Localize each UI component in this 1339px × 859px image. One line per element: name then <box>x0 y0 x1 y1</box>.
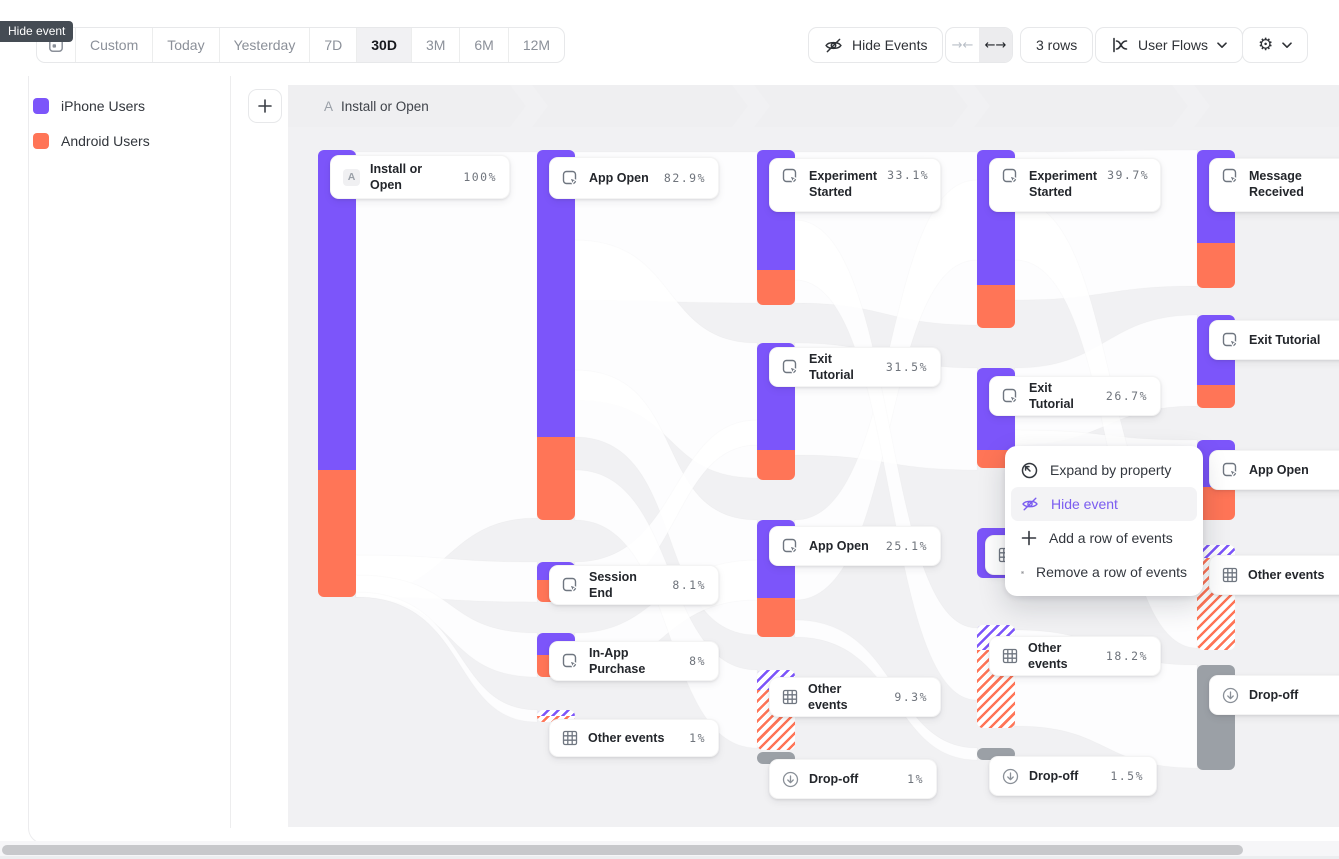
step-header-3 <box>754 85 968 127</box>
grid-icon <box>782 689 798 705</box>
step-header-install-or-open[interactable]: A Install or Open <box>288 85 526 127</box>
node-exit-tutorial[interactable]: Exit Tutorial 31.5% <box>769 347 941 387</box>
iphone-users-swatch <box>33 98 49 114</box>
context-menu: Expand by property Hide event Add a row … <box>1005 446 1203 596</box>
collapse-expand-toggle: →← ←→ <box>945 27 1013 63</box>
event-icon <box>1222 168 1239 185</box>
range-today[interactable]: Today <box>153 28 220 62</box>
add-node-button[interactable] <box>248 89 282 123</box>
range-3m[interactable]: 3M <box>412 28 461 62</box>
horizontal-scrollbar-thumb[interactable] <box>2 845 1243 855</box>
node-drop-off-3[interactable]: Drop-off <box>1209 675 1339 715</box>
grid-icon <box>1222 567 1238 583</box>
drop-off-icon <box>782 771 799 788</box>
sidebar-divider <box>230 76 231 828</box>
node-experiment-started[interactable]: Experiment Started 33.1% <box>769 158 941 212</box>
event-icon <box>562 653 579 670</box>
expand-button[interactable]: ←→ <box>979 28 1012 62</box>
remove-circle-icon <box>1021 570 1024 574</box>
settings-dropdown-button[interactable]: ⚙ <box>1242 27 1309 63</box>
event-icon <box>1002 388 1019 405</box>
node-drop-off-2[interactable]: Drop-off 1.5% <box>989 756 1157 796</box>
grid-icon <box>1002 648 1018 664</box>
node-install-or-open[interactable]: A Install or Open 100% <box>330 155 510 199</box>
legend-item-android-users[interactable]: Android Users <box>33 129 150 153</box>
step-header-5 <box>1194 85 1339 127</box>
node-other-events[interactable]: Other events 1% <box>549 719 719 757</box>
flow-chart-icon <box>1113 37 1128 53</box>
node-app-open[interactable]: App Open 82.9% <box>549 157 719 199</box>
chevron-down-icon <box>1217 41 1227 48</box>
gear-icon: ⚙ <box>1258 34 1274 55</box>
node-exit-tutorial-2[interactable]: Exit Tutorial 26.7% <box>989 376 1161 416</box>
rows-button[interactable]: 3 rows <box>1020 27 1094 63</box>
bottom-strip <box>0 856 1339 859</box>
step-label: Install or Open <box>341 98 429 114</box>
eye-off-icon <box>1022 497 1038 511</box>
hide-events-button[interactable]: Hide Events <box>808 27 944 63</box>
node-drop-off[interactable]: Drop-off 1% <box>769 759 937 799</box>
chevron-down-icon <box>1282 41 1293 48</box>
event-icon <box>562 577 579 594</box>
toolbar: Custom Today Yesterday 7D 30D 3M 6M 12M … <box>0 0 1339 76</box>
bar-app-open[interactable] <box>537 150 575 520</box>
bar-experiment-started-2[interactable] <box>977 150 1015 328</box>
event-icon <box>1002 168 1019 185</box>
bar-install-or-open[interactable] <box>318 150 356 597</box>
range-custom[interactable]: Custom <box>76 28 154 62</box>
menu-item-expand-by-property[interactable]: Expand by property <box>1011 453 1197 487</box>
drop-off-icon <box>1002 768 1019 785</box>
menu-item-add-row-of-events[interactable]: Add a row of events <box>1011 521 1197 555</box>
event-icon <box>1222 332 1239 349</box>
expand-property-icon <box>1021 462 1038 478</box>
node-other-events-3[interactable]: Other events 18.2% <box>989 636 1161 676</box>
step-header-2 <box>532 85 748 127</box>
menu-item-remove-row-of-events[interactable]: Remove a row of events <box>1011 555 1197 589</box>
grid-icon <box>562 730 578 746</box>
step-badge: A <box>324 98 334 114</box>
range-12m[interactable]: 12M <box>522 37 551 53</box>
date-range-selector: Custom Today Yesterday 7D 30D 3M 6M 12M <box>36 27 566 63</box>
event-icon <box>782 538 799 555</box>
range-yesterday[interactable]: Yesterday <box>220 28 311 62</box>
node-app-open-2[interactable]: App Open 25.1% <box>769 526 941 566</box>
plus-icon <box>258 99 272 113</box>
node-in-app-purchase[interactable]: In-App Purchase 8% <box>549 641 719 681</box>
node-badge: A <box>343 168 360 186</box>
legend-item-iphone-users[interactable]: iPhone Users <box>33 94 150 118</box>
event-icon <box>782 359 799 376</box>
range-7d[interactable]: 7D <box>310 28 358 62</box>
plus-icon <box>1021 530 1037 546</box>
eye-off-icon <box>825 38 842 52</box>
step-header-4 <box>974 85 1188 127</box>
android-users-swatch <box>33 133 49 149</box>
range-30d[interactable]: 30D <box>357 28 412 62</box>
node-other-events-2[interactable]: Other events 9.3% <box>769 677 941 717</box>
collapse-button[interactable]: →← <box>951 37 974 53</box>
event-icon <box>1222 462 1239 479</box>
view-selector-user-flows[interactable]: User Flows <box>1095 27 1244 63</box>
node-experiment-started-2[interactable]: Experiment Started 39.7% <box>989 158 1161 212</box>
node-other-events-4[interactable]: Other events <box>1209 555 1339 595</box>
event-icon <box>562 170 579 187</box>
series-legend: iPhone Users Android Users <box>33 94 150 164</box>
node-app-open-3[interactable]: App Open <box>1209 450 1339 490</box>
node-exit-tutorial-3[interactable]: Exit Tutorial <box>1209 320 1339 360</box>
node-session-end[interactable]: Session End 8.1% <box>549 565 719 605</box>
menu-item-hide-event[interactable]: Hide event <box>1011 487 1197 521</box>
hide-event-tooltip: Hide event <box>0 21 74 42</box>
range-6m[interactable]: 6M <box>460 28 509 62</box>
event-icon <box>782 168 799 185</box>
drop-off-icon <box>1222 687 1239 704</box>
node-message-received[interactable]: Message Received <box>1209 158 1339 212</box>
